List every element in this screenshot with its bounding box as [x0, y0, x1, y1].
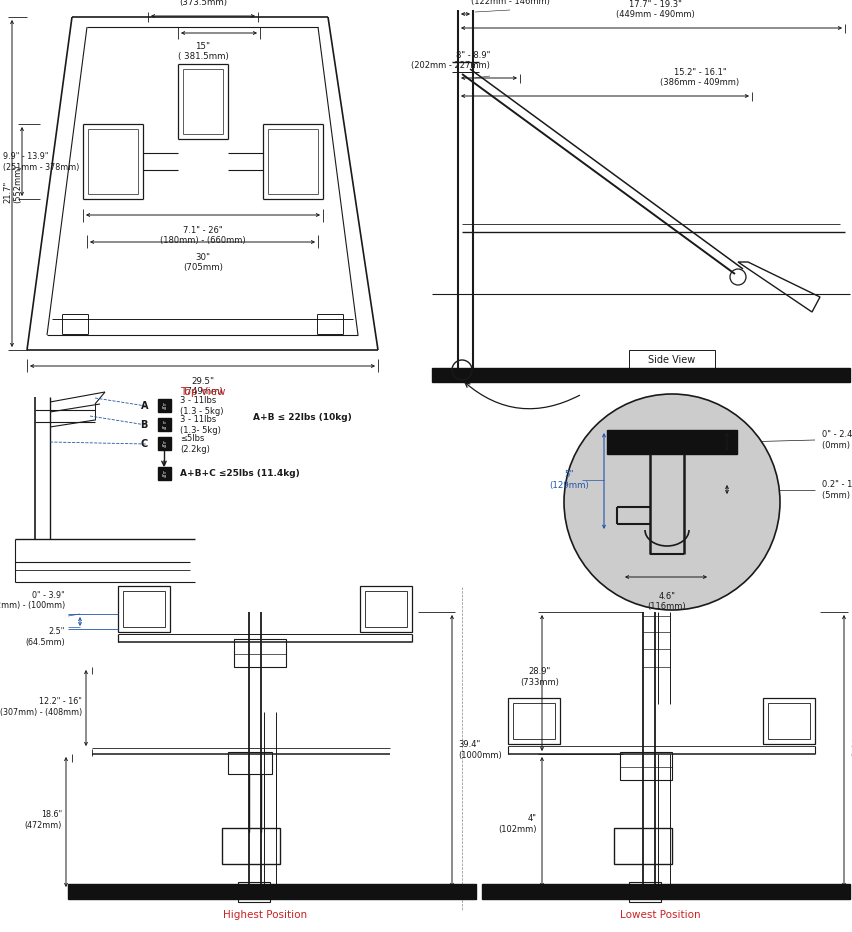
- Text: lb: lb: [163, 403, 166, 406]
- Bar: [158, 418, 170, 431]
- Text: kg: kg: [162, 445, 167, 448]
- Text: 39.4"
(1000mm): 39.4" (1000mm): [458, 740, 501, 760]
- Text: 5"
(129mm): 5" (129mm): [549, 471, 588, 489]
- Text: A+B ≤ 22lbs (10kg): A+B ≤ 22lbs (10kg): [253, 414, 351, 422]
- Bar: [360, 586, 412, 632]
- Bar: [158, 399, 170, 412]
- Bar: [222, 828, 279, 864]
- Text: kg: kg: [162, 406, 167, 410]
- Bar: [613, 828, 671, 864]
- Bar: [508, 698, 560, 744]
- Circle shape: [563, 394, 779, 610]
- Bar: [233, 639, 285, 667]
- Text: A: A: [141, 401, 148, 411]
- Bar: [767, 703, 809, 739]
- Text: 15"
( 381.5mm): 15" ( 381.5mm): [177, 42, 228, 62]
- Bar: [628, 882, 660, 902]
- Text: 29.5"
(749mm): 29.5" (749mm): [183, 377, 222, 396]
- Bar: [158, 467, 170, 480]
- Text: B: B: [141, 420, 148, 430]
- Bar: [607, 430, 736, 454]
- Bar: [68, 884, 475, 899]
- Text: Highest Position: Highest Position: [222, 910, 307, 920]
- Text: 3 - 11lbs
(1.3 - 5kg): 3 - 11lbs (1.3 - 5kg): [180, 396, 223, 416]
- Text: 4.6"
(116mm): 4.6" (116mm): [647, 592, 686, 611]
- Text: 17.7" - 19.3"
(449mm - 490mm): 17.7" - 19.3" (449mm - 490mm): [615, 0, 694, 19]
- Bar: [365, 591, 406, 627]
- Text: Lowest Position: Lowest Position: [619, 910, 699, 920]
- Text: 3 - 11lbs
(1.3- 5kg): 3 - 11lbs (1.3- 5kg): [180, 416, 221, 434]
- Bar: [238, 882, 270, 902]
- Bar: [227, 752, 272, 774]
- Text: 21.7"
(552mm): 21.7" (552mm): [3, 165, 22, 203]
- Bar: [512, 703, 555, 739]
- Bar: [158, 437, 170, 450]
- Text: 2.5"
(64.5mm): 2.5" (64.5mm): [26, 627, 65, 647]
- Text: A+B+C ≤25lbs (11.4kg): A+B+C ≤25lbs (11.4kg): [180, 469, 299, 477]
- Text: 30"
(705mm): 30" (705mm): [183, 253, 222, 272]
- Text: lb: lb: [163, 471, 166, 474]
- Text: lb: lb: [163, 421, 166, 426]
- Text: lb: lb: [163, 441, 166, 445]
- FancyArrowPatch shape: [464, 383, 579, 409]
- Text: 4.8" - 5.75"
(122mm - 146mm): 4.8" - 5.75" (122mm - 146mm): [470, 0, 549, 6]
- Text: 39.4"
(1000mm): 39.4" (1000mm): [849, 740, 852, 760]
- Text: Side View: Side View: [648, 355, 695, 365]
- Bar: [243, 887, 265, 899]
- Text: 8" - 8.9"
(202mm - 227mm): 8" - 8.9" (202mm - 227mm): [411, 50, 489, 70]
- Bar: [762, 698, 814, 744]
- Text: kg: kg: [162, 474, 167, 478]
- Text: C: C: [141, 439, 148, 449]
- Bar: [633, 887, 655, 899]
- Text: 14.7"
(373.5mm): 14.7" (373.5mm): [179, 0, 227, 7]
- Text: 18.6"
(472mm): 18.6" (472mm): [25, 810, 62, 829]
- Text: 28.9"
(733mm): 28.9" (733mm): [520, 667, 559, 687]
- Text: 9.9" - 13.9"
(251mm - 378mm): 9.9" - 13.9" (251mm - 378mm): [3, 152, 79, 171]
- Bar: [123, 591, 164, 627]
- Text: ≤5lbs
(2.2kg): ≤5lbs (2.2kg): [180, 434, 210, 454]
- Text: 0" - 2.4"
(0mm) - (61mm): 0" - 2.4" (0mm) - (61mm): [821, 431, 852, 450]
- Text: Top View: Top View: [180, 387, 226, 397]
- Bar: [619, 752, 671, 780]
- Text: 7.1" - 26"
(180mm) - (660mm): 7.1" - 26" (180mm) - (660mm): [160, 226, 245, 245]
- Text: 0" - 3.9"
(2mm) - (100mm): 0" - 3.9" (2mm) - (100mm): [0, 591, 65, 610]
- Text: 15.2" - 16.1"
(386mm - 409mm): 15.2" - 16.1" (386mm - 409mm): [659, 68, 739, 87]
- Bar: [118, 586, 170, 632]
- Text: 12.2" - 16"
(307mm) - (408mm): 12.2" - 16" (307mm) - (408mm): [0, 697, 82, 717]
- Text: kg: kg: [162, 426, 167, 430]
- Bar: [481, 884, 849, 899]
- Text: 0.2" - 1.4"
(5mm) - (35mm): 0.2" - 1.4" (5mm) - (35mm): [821, 480, 852, 500]
- Text: 4"
(102mm): 4" (102mm): [498, 815, 537, 834]
- Bar: [431, 368, 849, 382]
